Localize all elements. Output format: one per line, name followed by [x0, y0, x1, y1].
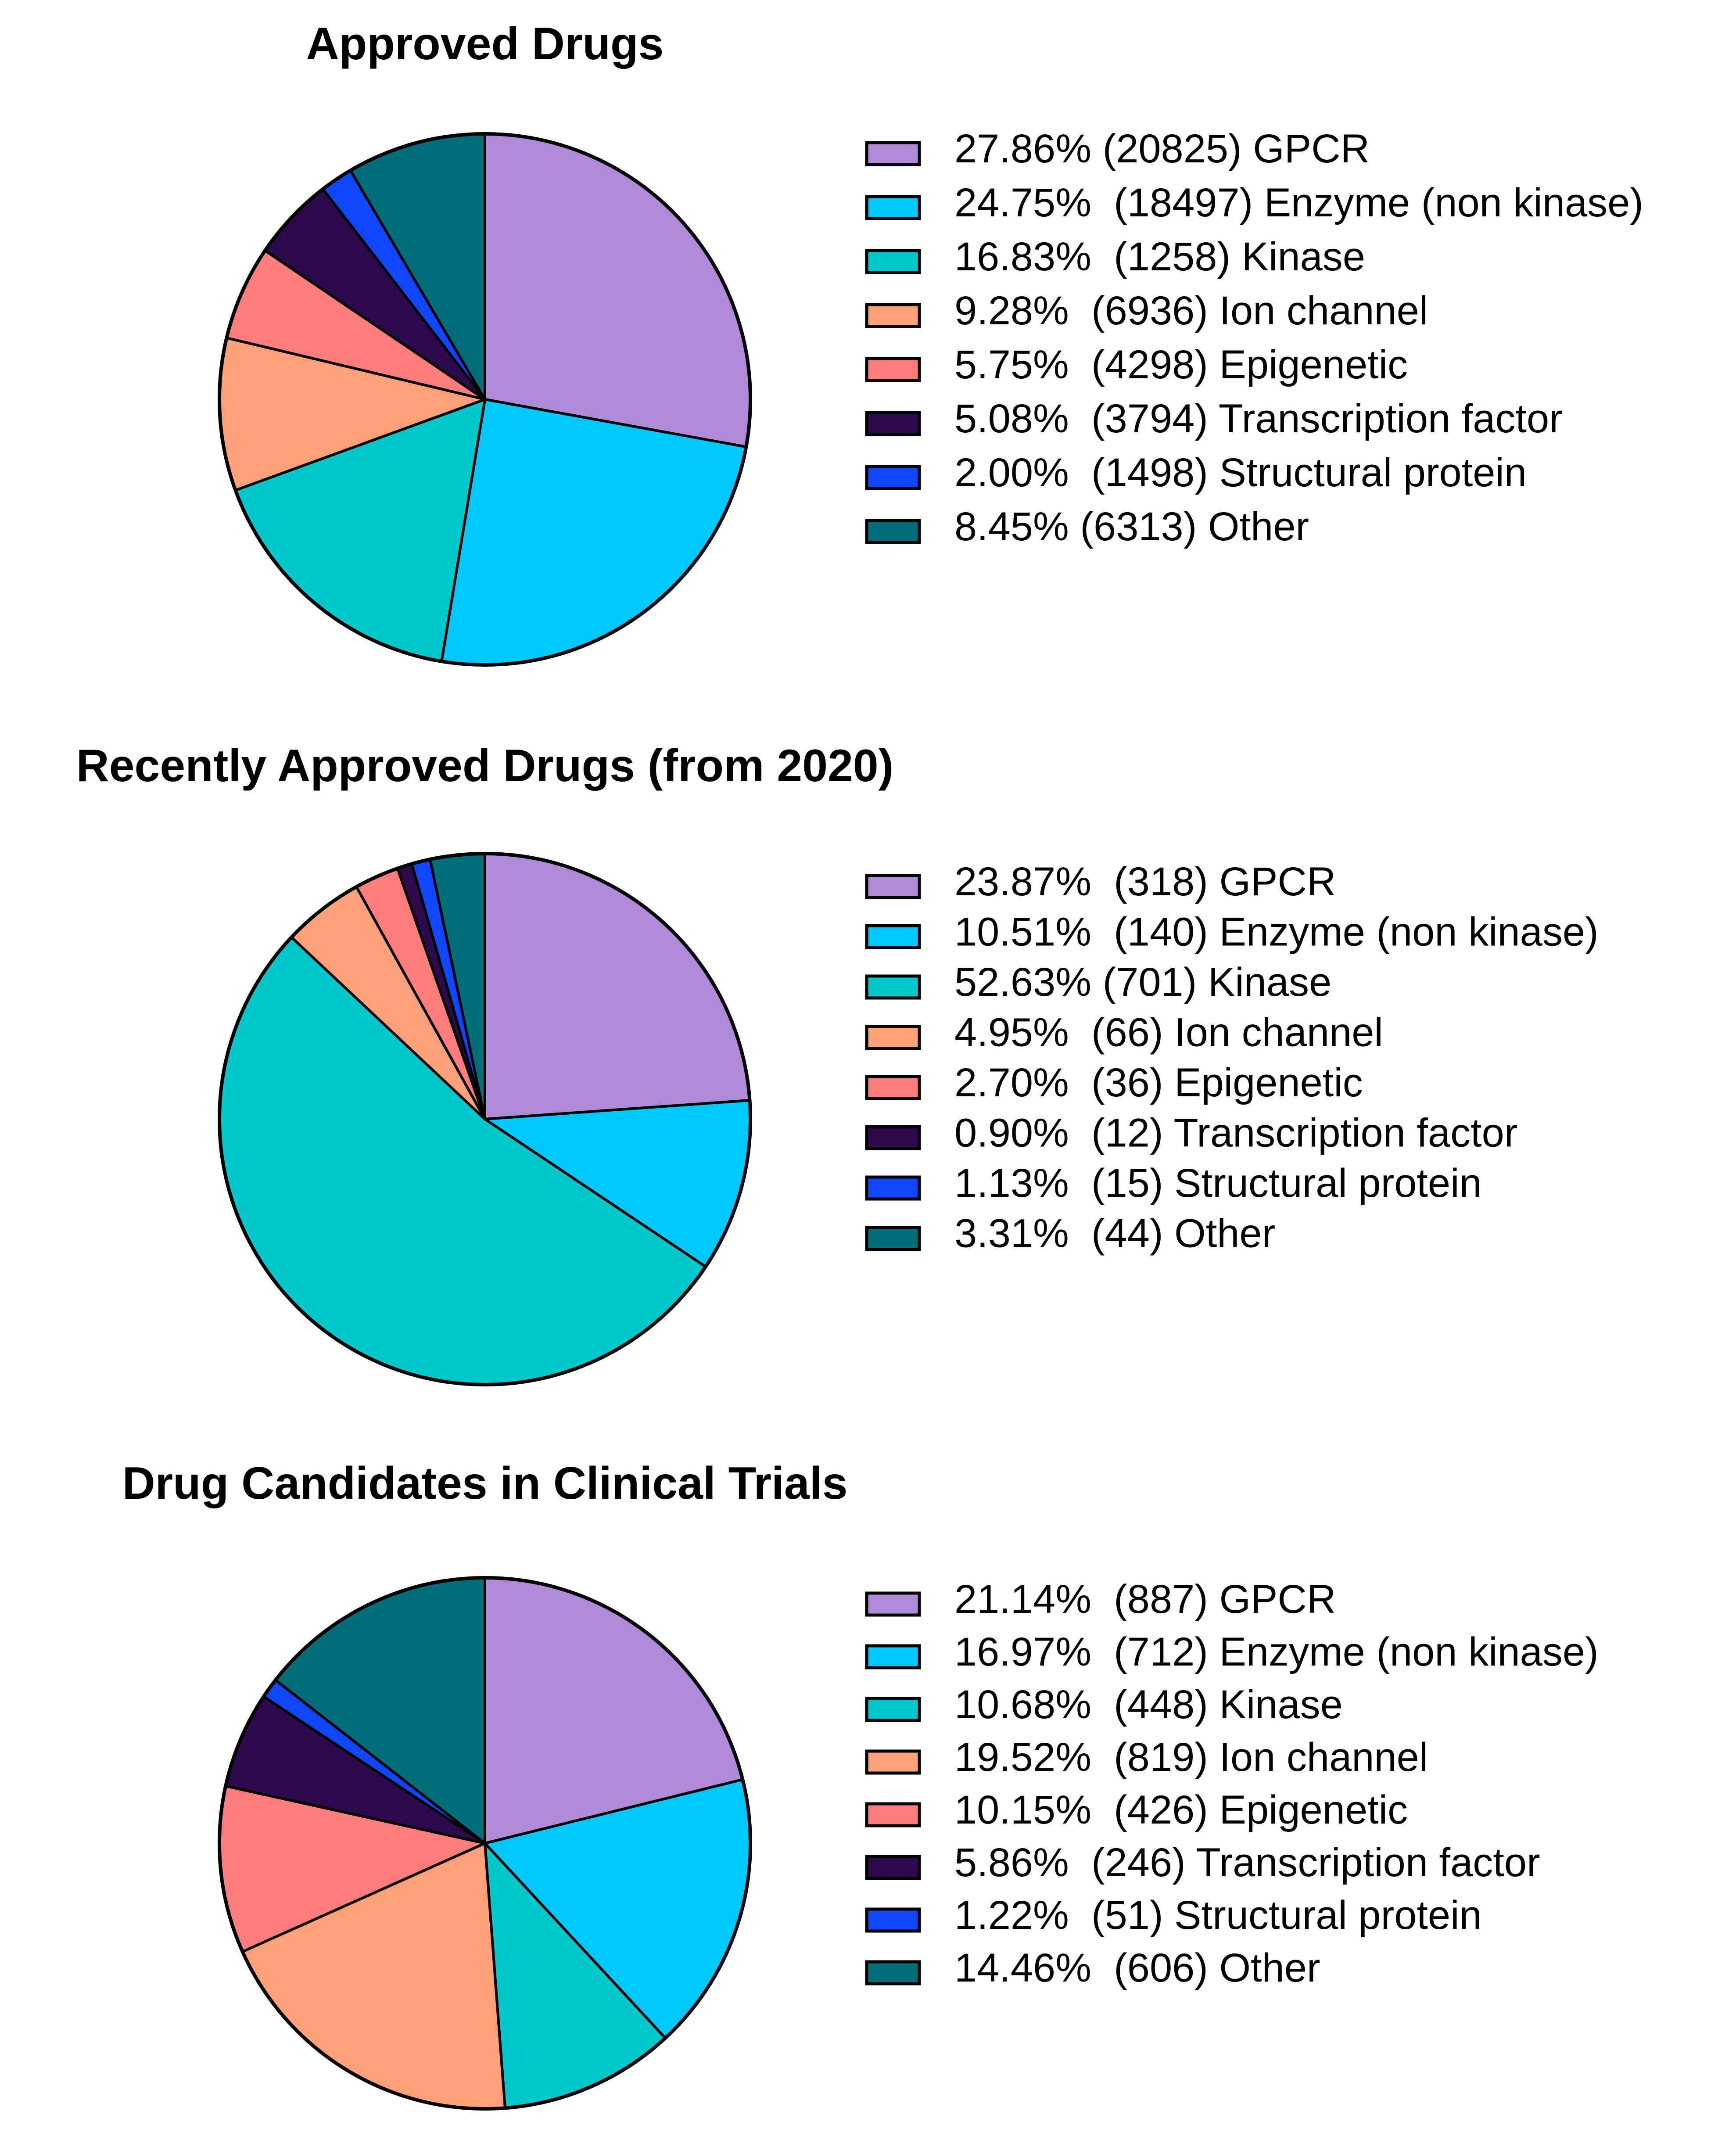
legend-swatch	[865, 874, 921, 899]
legend-label: 27.86% (20825) GPCR	[954, 126, 1370, 171]
legend-label: 10.51% (140) Enzyme (non kinase)	[954, 910, 1599, 955]
legend-swatch	[865, 1960, 921, 1985]
legend-item-kinase: 10.68% (448) Kinase	[865, 1682, 1343, 1727]
pie-outline	[218, 132, 752, 667]
legend-label: 1.22% (51) Structural protein	[954, 1893, 1482, 1938]
legend-swatch	[865, 1075, 921, 1100]
legend-swatch	[865, 411, 921, 436]
legend-swatch	[865, 195, 921, 220]
legend-item-other: 8.45% (6313) Other	[865, 504, 1309, 549]
legend-item-gpcr: 27.86% (20825) GPCR	[865, 126, 1370, 171]
legend-label: 52.63% (701) Kinase	[954, 960, 1331, 1005]
legend-item-structural-protein: 1.22% (51) Structural protein	[865, 1893, 1482, 1938]
legend-item-ion-channel: 19.52% (819) Ion channel	[865, 1735, 1428, 1780]
legend-swatch	[865, 1907, 921, 1933]
legend-swatch	[865, 303, 921, 328]
legend-label: 14.46% (606) Other	[954, 1946, 1320, 1990]
legend-label: 5.08% (3794) Transcription factor	[954, 396, 1563, 441]
legend-label: 23.87% (318) GPCR	[954, 859, 1336, 904]
legend-swatch	[865, 1749, 921, 1775]
legend-label: 9.28% (6936) Ion channel	[954, 288, 1428, 333]
legend-label: 8.45% (6313) Other	[954, 504, 1309, 549]
legend-label: 5.86% (246) Transcription factor	[954, 1840, 1540, 1885]
legend-label: 19.52% (819) Ion channel	[954, 1735, 1428, 1780]
legend-swatch	[865, 519, 921, 544]
chart-approved-drugs: Approved Drugs 27.86% (20825) GPCR 24.75% …	[218, 18, 1643, 667]
legend-label: 2.00% (1498) Structural protein	[954, 450, 1527, 495]
legend: 27.86% (20825) GPCR 24.75% (18497) Enzyme…	[865, 126, 1643, 549]
legend-item-other: 3.31% (44) Other	[865, 1211, 1275, 1256]
chart-drug-candidates-clinical-trials: Drug Candidates in Clinical Trials 21.14%…	[122, 1458, 1599, 2111]
legend-label: 16.83% (1258) Kinase	[954, 234, 1365, 279]
legend-item-epigenetic: 10.15% (426) Epigenetic	[865, 1788, 1408, 1832]
legend-item-epigenetic: 5.75% (4298) Epigenetic	[865, 342, 1408, 387]
legend-label: 5.75% (4298) Epigenetic	[954, 342, 1408, 387]
legend-label: 4.95% (66) Ion channel	[954, 1010, 1383, 1055]
pie-slice-gpcr	[484, 133, 752, 449]
legend-swatch	[865, 924, 921, 949]
legend-item-ion-channel: 9.28% (6936) Ion channel	[865, 288, 1428, 333]
chart-title: Recently Approved Drugs (from 2020)	[76, 740, 894, 791]
legend-label: 1.13% (15) Structural protein	[954, 1161, 1482, 1206]
legend-item-gpcr: 23.87% (318) GPCR	[865, 859, 1336, 904]
pie-outline	[218, 1576, 752, 2111]
legend-item-enzyme-non-kinase: 16.97% (712) Enzyme (non kinase)	[865, 1630, 1599, 1674]
legend-swatch	[865, 1855, 921, 1880]
legend-item-ion-channel: 4.95% (66) Ion channel	[865, 1010, 1383, 1055]
legend-item-other: 14.46% (606) Other	[865, 1946, 1320, 1990]
legend-label: 24.75% (18497) Enzyme (non kinase)	[954, 180, 1643, 225]
chart-recently-approved-drugs: Recently Approved Drugs (from 2020) 23.87…	[76, 740, 1599, 1386]
chart-title: Approved Drugs	[306, 18, 664, 69]
legend-swatch	[865, 1802, 921, 1827]
legend-swatch	[865, 1125, 921, 1150]
legend-swatch	[865, 357, 921, 382]
legend-swatch	[865, 141, 921, 166]
legend-label: 21.14% (887) GPCR	[954, 1577, 1336, 1622]
legend-swatch	[865, 974, 921, 1000]
legend-item-structural-protein: 1.13% (15) Structural protein	[865, 1161, 1482, 1206]
legend-item-transcription-factor: 0.90% (12) Transcription factor	[865, 1111, 1517, 1156]
legend-swatch	[865, 1175, 921, 1201]
legend-label: 10.15% (426) Epigenetic	[954, 1788, 1408, 1832]
legend-label: 3.31% (44) Other	[954, 1211, 1275, 1256]
legend-swatch	[865, 1025, 921, 1050]
legend-label: 10.68% (448) Kinase	[954, 1682, 1343, 1727]
legend-item-transcription-factor: 5.08% (3794) Transcription factor	[865, 396, 1563, 441]
legend: 23.87% (318) GPCR 10.51% (140) Enzyme (no…	[865, 859, 1599, 1256]
legend-label: 16.97% (712) Enzyme (non kinase)	[954, 1630, 1599, 1674]
pie-outline	[218, 852, 752, 1386]
legend-swatch	[865, 465, 921, 490]
legend-item-kinase: 16.83% (1258) Kinase	[865, 234, 1365, 279]
legend-label: 0.90% (12) Transcription factor	[954, 1111, 1517, 1156]
legend-item-kinase: 52.63% (701) Kinase	[865, 960, 1331, 1005]
legend-swatch	[865, 1697, 921, 1722]
legend-swatch	[865, 1226, 921, 1251]
legend-label: 2.70% (36) Epigenetic	[954, 1060, 1363, 1105]
legend-item-enzyme-non-kinase: 10.51% (140) Enzyme (non kinase)	[865, 910, 1599, 955]
legend-item-epigenetic: 2.70% (36) Epigenetic	[865, 1060, 1363, 1105]
legend-item-transcription-factor: 5.86% (246) Transcription factor	[865, 1840, 1540, 1885]
legend-swatch	[865, 249, 921, 274]
pie-slice-gpcr	[484, 852, 751, 1120]
legend-swatch	[865, 1644, 921, 1669]
chart-title: Drug Candidates in Clinical Trials	[122, 1458, 848, 1509]
legend-item-structural-protein: 2.00% (1498) Structural protein	[865, 450, 1527, 495]
legend-item-enzyme-non-kinase: 24.75% (18497) Enzyme (non kinase)	[865, 180, 1643, 225]
pie-slice-enzyme-non-kinase	[440, 398, 748, 666]
legend-swatch	[865, 1591, 921, 1617]
legend-item-gpcr: 21.14% (887) GPCR	[865, 1577, 1336, 1622]
legend: 21.14% (887) GPCR 16.97% (712) Enzyme (no…	[865, 1577, 1599, 1990]
